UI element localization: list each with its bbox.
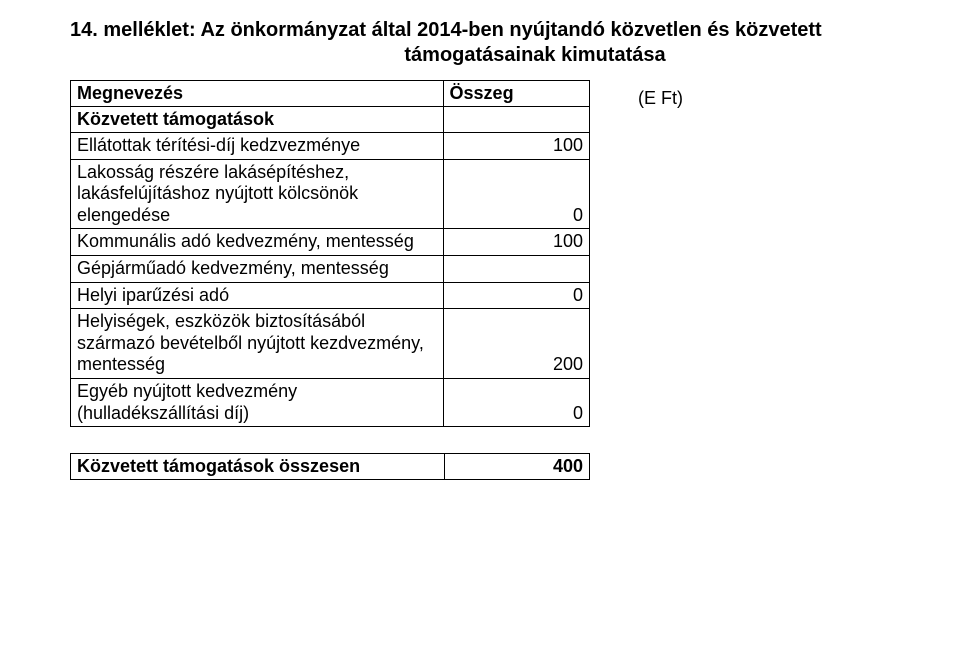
table-row: Kommunális adó kedvezmény, mentesség 100 xyxy=(71,229,590,256)
row-label: Gépjárműadó kedvezmény, mentesség xyxy=(71,255,444,282)
subheader-row: Közvetett támogatások xyxy=(71,107,590,133)
footer-row: Közvetett támogatások összesen 400 xyxy=(71,454,590,480)
table-row: Lakosság részére lakásépítéshez, lakásfe… xyxy=(71,159,590,229)
subheader-value xyxy=(443,107,589,133)
row-value: 0 xyxy=(443,378,589,426)
row-value: 0 xyxy=(443,159,589,229)
spacer xyxy=(70,427,590,453)
row-label: Ellátottak térítési-díj kedzvezménye xyxy=(71,133,444,160)
row-label: Lakosság részére lakásépítéshez, lakásfe… xyxy=(71,159,444,229)
table-wrapper: Megnevezés Összeg Közvetett támogatások … xyxy=(70,80,590,480)
unit-label: (E Ft) xyxy=(638,88,683,109)
row-value: 0 xyxy=(443,282,589,309)
table-row: Gépjárműadó kedvezmény, mentesség xyxy=(71,255,590,282)
footer-label: Közvetett támogatások összesen xyxy=(71,454,445,480)
row-value xyxy=(443,255,589,282)
table-row: Egyéb nyújtott kedvezmény (hulladékszáll… xyxy=(71,378,590,426)
row-label: Helyi iparűzési adó xyxy=(71,282,444,309)
row-label: Helyiségek, eszközök biztosításából szár… xyxy=(71,309,444,379)
page-title-line2: támogatásainak kimutatása xyxy=(70,43,960,76)
table-header-row: Megnevezés Összeg xyxy=(71,81,590,107)
header-value: Összeg xyxy=(443,81,589,107)
main-table: Megnevezés Összeg Közvetett támogatások … xyxy=(70,80,590,427)
table-row: Helyiségek, eszközök biztosításából szár… xyxy=(71,309,590,379)
row-value: 100 xyxy=(443,133,589,160)
row-value: 100 xyxy=(443,229,589,256)
page-title-line1: 14. melléklet: Az önkormányzat által 201… xyxy=(70,18,960,43)
subheader-label: Közvetett támogatások xyxy=(71,107,444,133)
row-value: 200 xyxy=(443,309,589,379)
table-row: Helyi iparűzési adó 0 xyxy=(71,282,590,309)
row-label: Egyéb nyújtott kedvezmény (hulladékszáll… xyxy=(71,378,444,426)
header-name: Megnevezés xyxy=(71,81,444,107)
table-row: Ellátottak térítési-díj kedzvezménye 100 xyxy=(71,133,590,160)
footer-table: Közvetett támogatások összesen 400 xyxy=(70,453,590,480)
row-label: Kommunális adó kedvezmény, mentesség xyxy=(71,229,444,256)
footer-value: 400 xyxy=(444,454,589,480)
